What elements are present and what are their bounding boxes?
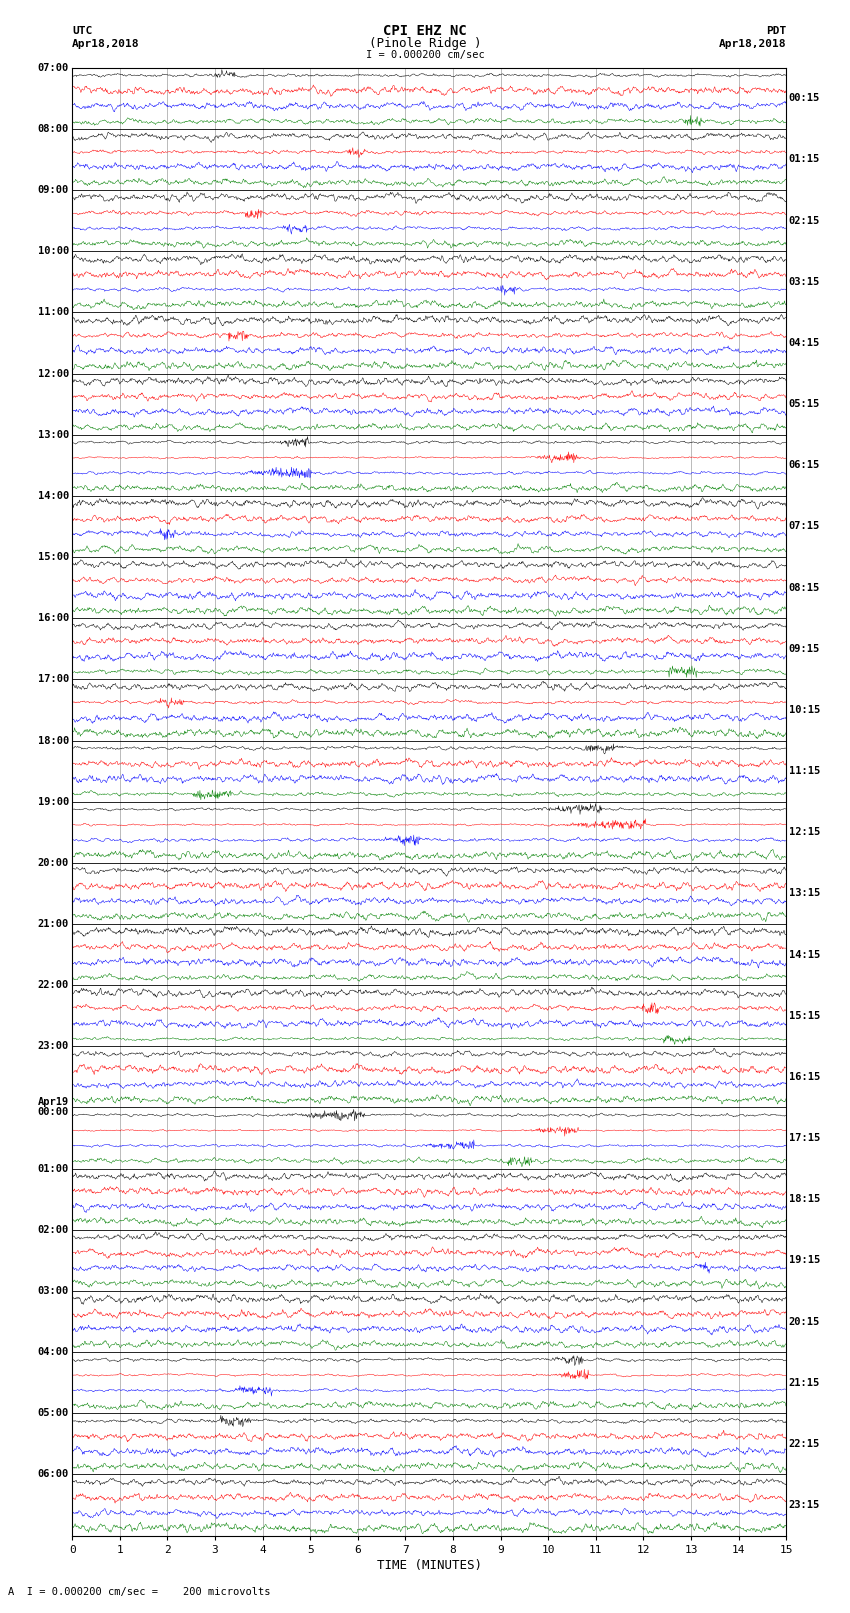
Text: 18:00: 18:00 — [37, 736, 69, 745]
Text: A  I = 0.000200 cm/sec =    200 microvolts: A I = 0.000200 cm/sec = 200 microvolts — [8, 1587, 271, 1597]
Text: 03:15: 03:15 — [789, 277, 820, 287]
Text: 09:00: 09:00 — [37, 185, 69, 195]
Text: 12:00: 12:00 — [37, 368, 69, 379]
Text: 00:15: 00:15 — [789, 94, 820, 103]
Text: 23:00: 23:00 — [37, 1042, 69, 1052]
Text: 03:00: 03:00 — [37, 1286, 69, 1295]
Text: 22:00: 22:00 — [37, 981, 69, 990]
Text: 12:15: 12:15 — [789, 827, 820, 837]
Text: 13:15: 13:15 — [789, 889, 820, 898]
Text: Apr19: Apr19 — [37, 1097, 69, 1108]
Text: 01:00: 01:00 — [37, 1163, 69, 1174]
Text: 20:15: 20:15 — [789, 1316, 820, 1326]
Text: 18:15: 18:15 — [789, 1194, 820, 1205]
Text: Apr18,2018: Apr18,2018 — [72, 39, 139, 48]
Text: 02:15: 02:15 — [789, 216, 820, 226]
Text: 01:15: 01:15 — [789, 155, 820, 165]
Text: PDT: PDT — [766, 26, 786, 35]
Text: 05:15: 05:15 — [789, 398, 820, 410]
Text: UTC: UTC — [72, 26, 93, 35]
Text: 05:00: 05:00 — [37, 1408, 69, 1418]
Text: 08:00: 08:00 — [37, 124, 69, 134]
Text: 17:15: 17:15 — [789, 1132, 820, 1144]
Text: 07:15: 07:15 — [789, 521, 820, 531]
Text: 14:15: 14:15 — [789, 950, 820, 960]
Text: 09:15: 09:15 — [789, 644, 820, 653]
Text: 21:00: 21:00 — [37, 919, 69, 929]
Text: 10:15: 10:15 — [789, 705, 820, 715]
Text: 08:15: 08:15 — [789, 582, 820, 592]
X-axis label: TIME (MINUTES): TIME (MINUTES) — [377, 1558, 482, 1571]
Text: 17:00: 17:00 — [37, 674, 69, 684]
Text: 14:00: 14:00 — [37, 490, 69, 502]
Text: 19:15: 19:15 — [789, 1255, 820, 1265]
Text: 06:15: 06:15 — [789, 460, 820, 471]
Text: 10:00: 10:00 — [37, 247, 69, 256]
Text: 11:00: 11:00 — [37, 308, 69, 318]
Text: 15:15: 15:15 — [789, 1011, 820, 1021]
Text: (Pinole Ridge ): (Pinole Ridge ) — [369, 37, 481, 50]
Text: 00:00: 00:00 — [37, 1108, 69, 1118]
Text: 19:00: 19:00 — [37, 797, 69, 806]
Text: 23:15: 23:15 — [789, 1500, 820, 1510]
Text: 22:15: 22:15 — [789, 1439, 820, 1448]
Text: 16:00: 16:00 — [37, 613, 69, 623]
Text: I = 0.000200 cm/sec: I = 0.000200 cm/sec — [366, 50, 484, 60]
Text: 13:00: 13:00 — [37, 429, 69, 440]
Text: 16:15: 16:15 — [789, 1073, 820, 1082]
Text: 02:00: 02:00 — [37, 1224, 69, 1236]
Text: Apr18,2018: Apr18,2018 — [719, 39, 786, 48]
Text: 21:15: 21:15 — [789, 1378, 820, 1387]
Text: 20:00: 20:00 — [37, 858, 69, 868]
Text: 06:00: 06:00 — [37, 1469, 69, 1479]
Text: 07:00: 07:00 — [37, 63, 69, 73]
Text: 15:00: 15:00 — [37, 552, 69, 561]
Text: CPI EHZ NC: CPI EHZ NC — [383, 24, 467, 39]
Text: 11:15: 11:15 — [789, 766, 820, 776]
Text: 04:00: 04:00 — [37, 1347, 69, 1357]
Text: 04:15: 04:15 — [789, 339, 820, 348]
